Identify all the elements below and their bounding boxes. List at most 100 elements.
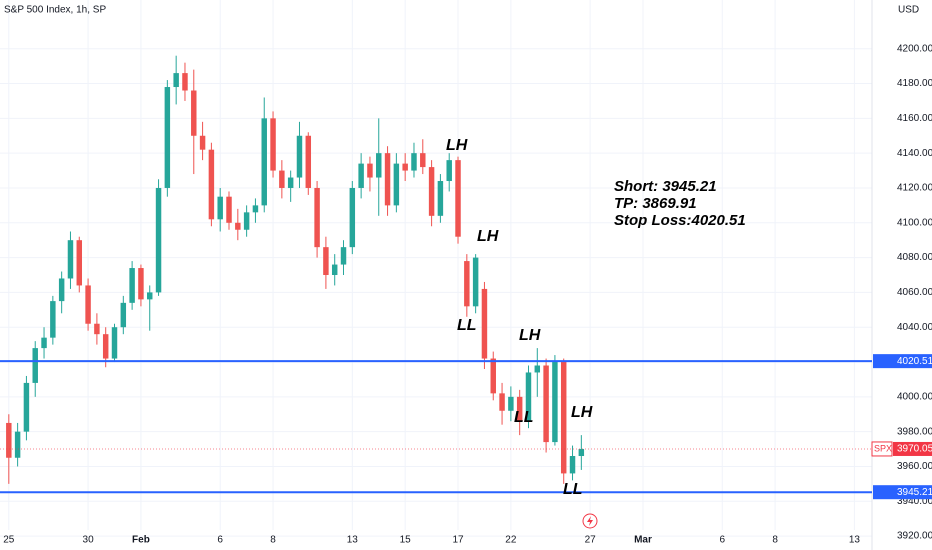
- candle-body: [323, 247, 329, 275]
- annotation: LH: [446, 137, 468, 154]
- candle-body: [367, 163, 373, 178]
- candle-body: [235, 222, 241, 230]
- candle-body: [6, 422, 12, 458]
- candle-body: [208, 149, 215, 220]
- candle-body: [446, 160, 452, 182]
- candle-body: [111, 327, 118, 359]
- candle-body: [437, 181, 444, 216]
- candle-body: [411, 153, 417, 171]
- candle-body: [58, 278, 65, 302]
- candle-body: [138, 268, 144, 300]
- candle-body: [164, 87, 171, 188]
- candle-body: [296, 135, 303, 178]
- candle-body: [340, 247, 347, 265]
- candle-body: [464, 261, 470, 307]
- candle-body: [94, 323, 100, 335]
- x-tick-label: 13: [849, 535, 861, 546]
- candle-body: [455, 160, 461, 237]
- candle-body: [358, 163, 364, 188]
- candle-body: [32, 348, 38, 383]
- annotation: LH: [571, 404, 593, 421]
- x-tick-label: Feb: [132, 535, 150, 546]
- y-tick-label: 4180.00: [897, 78, 932, 89]
- y-tick-label: 3940.00: [897, 496, 932, 507]
- candle-body: [129, 268, 135, 303]
- y-tick-label: 4040.00: [897, 322, 932, 333]
- x-tick-label: 6: [719, 535, 725, 546]
- candle-body: [287, 177, 294, 188]
- level-label-bg: [873, 354, 932, 369]
- candle-body: [41, 337, 47, 349]
- candle-body: [508, 396, 514, 411]
- candle-body: [569, 456, 576, 474]
- level-label: 4020.51: [897, 356, 932, 367]
- candle-body: [428, 167, 435, 216]
- candle-body: [560, 362, 567, 474]
- candle-body: [349, 187, 356, 248]
- x-tick-label: 8: [270, 535, 276, 546]
- candle-body: [552, 362, 558, 443]
- candle-body: [376, 153, 382, 178]
- x-tick-label: 8: [772, 535, 778, 546]
- candle-body: [199, 135, 206, 150]
- trade-note: Stop Loss:4020.51: [614, 212, 746, 229]
- x-tick-label: 30: [83, 535, 95, 546]
- x-tick-label: 25: [3, 535, 15, 546]
- annotation: LH: [519, 327, 541, 344]
- grid: [0, 0, 872, 537]
- y-tick-label: 4060.00: [897, 287, 932, 298]
- candle-body: [155, 187, 162, 293]
- candle-body: [472, 257, 479, 307]
- last-name-bg: [871, 441, 893, 457]
- candle-body: [67, 240, 74, 279]
- candle-body: [85, 285, 91, 324]
- candle-body: [420, 153, 426, 168]
- y-tick-label: 3960.00: [897, 461, 932, 472]
- candle-body: [534, 365, 541, 373]
- y-tick-label: 4200.00: [897, 43, 932, 54]
- y-tick-label: 3980.00: [897, 426, 932, 437]
- candle-body: [76, 240, 83, 286]
- x-tick-label: 22: [505, 535, 517, 546]
- level-label: 3945.21: [897, 487, 932, 498]
- candle-body: [402, 163, 408, 171]
- annotation: LL: [563, 481, 583, 498]
- y-tick-label: 4140.00: [897, 148, 932, 159]
- candle-body: [191, 90, 197, 136]
- candle-body: [226, 196, 232, 223]
- candle-body: [261, 118, 267, 206]
- candle-body: [331, 264, 338, 275]
- last-price-bg: [893, 441, 932, 456]
- candle-body: [490, 358, 496, 394]
- candle-body: [252, 205, 259, 213]
- x-tick-label: 15: [400, 535, 412, 546]
- candle-body: [305, 135, 312, 188]
- candle-body: [279, 170, 285, 188]
- last-price: 3970.05: [897, 444, 932, 455]
- currency: USD: [898, 5, 919, 16]
- candle-body: [393, 163, 400, 206]
- trade-note: TP: 3869.91: [614, 195, 697, 212]
- level-label-bg: [873, 485, 932, 500]
- candle-body: [217, 196, 223, 220]
- lightning-icon: [582, 513, 598, 529]
- x-tick-label: 6: [217, 535, 223, 546]
- y-tick-label: 4000.00: [897, 391, 932, 402]
- chart-title: S&P 500 Index, 1h, SP: [4, 5, 106, 16]
- x-tick-label: 27: [585, 535, 597, 546]
- candle-body: [543, 365, 549, 443]
- annotation: LH: [477, 228, 499, 245]
- y-tick-label: 4080.00: [897, 252, 932, 263]
- candle-body: [270, 118, 276, 171]
- y-tick-label: 4160.00: [897, 113, 932, 124]
- y-tick-label: 4100.00: [897, 217, 932, 228]
- x-tick-label: 17: [452, 535, 464, 546]
- candle-body: [525, 372, 532, 422]
- candle-body: [173, 73, 179, 88]
- candle-body: [384, 153, 391, 206]
- x-tick-label: 13: [347, 535, 359, 546]
- y-tick-label: 3920.00: [897, 531, 932, 542]
- annotation: LL: [514, 409, 534, 426]
- candle-body: [516, 396, 523, 422]
